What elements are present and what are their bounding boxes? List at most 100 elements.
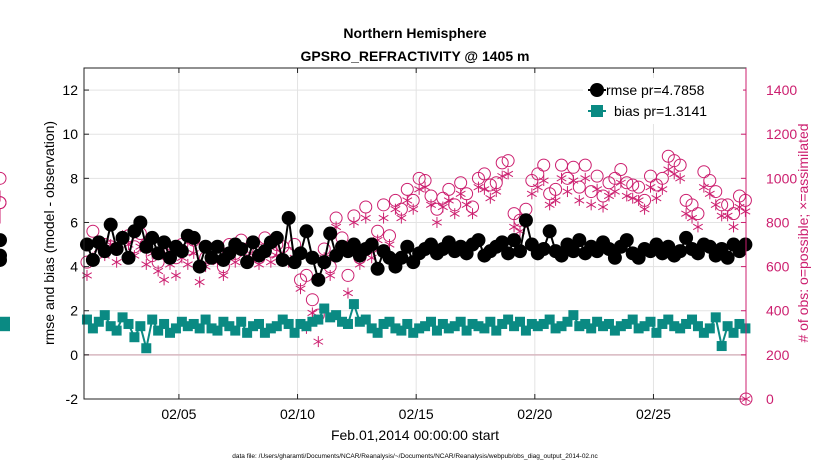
assimilated-obs-point: [698, 181, 709, 193]
rmse-point: [163, 250, 178, 265]
assimilated-obs-point-stroke: [574, 197, 585, 204]
assimilated-obs-point: [449, 208, 460, 220]
rmse-point: [103, 217, 118, 232]
y-tick-label-right: 1000: [766, 170, 797, 186]
assimilated-obs-point-stroke: [426, 201, 437, 208]
assimilated-obs-point-stroke: [414, 186, 425, 193]
bias-point: [319, 303, 330, 314]
assimilated-obs-point-stroke: [194, 278, 205, 286]
bias-point: [657, 318, 668, 329]
rmse-point: [115, 230, 130, 245]
assimilated-obs-point: [218, 269, 229, 281]
bias-point: [479, 323, 490, 334]
assimilated-obs-point: [734, 201, 745, 213]
y-tick-label-left: 6: [70, 214, 78, 230]
bias-point: [663, 314, 674, 325]
bias-point: [633, 323, 644, 334]
assimilated-obs-point-stroke: [485, 195, 496, 202]
rmse-point: [536, 241, 551, 256]
bias-point: [609, 325, 620, 336]
y-tick-label-right: 200: [766, 347, 790, 363]
assimilated-obs-point: [390, 203, 401, 215]
bias-point: [129, 332, 140, 343]
assimilated-obs-point: [348, 216, 359, 228]
y-tick-label-right: 800: [766, 214, 790, 230]
bias-point: [366, 323, 377, 334]
bias-point: [449, 321, 460, 332]
rmse-point: [471, 233, 486, 248]
assimilated-obs-point: [633, 194, 644, 206]
bias-point: [188, 318, 199, 329]
possible-obs-point: [305, 293, 319, 307]
possible-obs-point: [341, 268, 355, 282]
rmse-point: [507, 233, 522, 248]
assimilated-obs-point-stroke: [467, 210, 478, 217]
assimilated-obs-point: [562, 186, 573, 198]
possible-obs-point: [495, 156, 509, 170]
bias-point: [283, 318, 294, 329]
legend-bias-label: bias pr=1.3141: [614, 103, 707, 119]
x-axis-label: Feb.01,2014 00:00:00 start: [331, 427, 499, 443]
bias-point: [485, 316, 496, 327]
rmse-point: [317, 255, 332, 270]
chart-title: Northern Hemisphere: [343, 25, 486, 41]
bias-point: [497, 318, 508, 329]
assimilated-obs-point-stroke: [603, 192, 614, 200]
bias-point: [123, 318, 134, 329]
assimilated-obs-point: [265, 256, 276, 268]
rmse-point: [370, 261, 385, 276]
bias-point: [621, 318, 632, 329]
bias-point: [532, 321, 543, 332]
bias-point: [289, 327, 300, 338]
assimilated-obs-point-stroke: [544, 201, 555, 208]
assimilated-obs-point: [603, 190, 614, 202]
assimilated-obs-point-stroke: [550, 197, 561, 204]
assimilated-obs-point-stroke: [692, 223, 703, 231]
bias-point: [147, 314, 158, 325]
bias-point: [396, 325, 407, 336]
legend-box: [583, 78, 743, 124]
possible-obs-point: [0, 196, 7, 210]
assimilated-obs-point: [692, 221, 703, 233]
ticks-layer: 02/05 02/10 02/15 02/20 02/25 12 10 8 6 4 2 0 -2 1400…: [62, 68, 797, 422]
possible-obs-point: [673, 158, 687, 172]
assimilated-obs-point: [431, 216, 442, 228]
bias-point: [509, 321, 520, 332]
assimilated-obs-point-stroke: [141, 261, 152, 268]
assimilated-obs-point-stroke: [627, 195, 638, 202]
bias-point: [182, 321, 193, 332]
bias-point: [248, 321, 259, 332]
bias-point: [325, 312, 336, 323]
rmse-point: [305, 250, 320, 265]
bias-point: [574, 321, 585, 332]
legend: rmse pr=4.7858 bias pr=1.3141: [583, 78, 743, 124]
assimilated-obs-point: [503, 168, 514, 180]
possible-obs-point: [0, 171, 7, 185]
assimilated-obs-point-stroke: [651, 195, 662, 202]
assimilated-obs-point: [461, 199, 472, 211]
rmse-point: [269, 230, 284, 245]
y-tick-label-right: 1200: [766, 126, 797, 142]
assimilated-obs-point-stroke: [568, 177, 579, 184]
assimilated-obs-point-stroke: [562, 188, 573, 195]
bias-point: [615, 321, 626, 332]
bias-point: [675, 323, 686, 334]
bias-point: [568, 310, 579, 321]
assimilated-obs-point: [170, 269, 181, 281]
rmse-point: [501, 246, 516, 261]
assimilated-obs-point-stroke: [722, 212, 733, 220]
rmse-point: [151, 246, 166, 261]
bias-point: [360, 314, 371, 325]
assimilated-obs-point-stroke: [586, 201, 597, 208]
rmse-point: [174, 244, 189, 259]
bias-point: [105, 321, 116, 332]
assimilated-obs-point: [194, 276, 205, 288]
assimilated-obs-point-stroke: [657, 186, 668, 193]
possible-obs-point: [531, 167, 545, 181]
assimilated-obs-point: [526, 188, 537, 200]
bias-point: [295, 318, 306, 329]
bias-point: [342, 318, 353, 329]
assimilated-obs-point: [159, 274, 170, 286]
bias-point: [461, 325, 472, 336]
